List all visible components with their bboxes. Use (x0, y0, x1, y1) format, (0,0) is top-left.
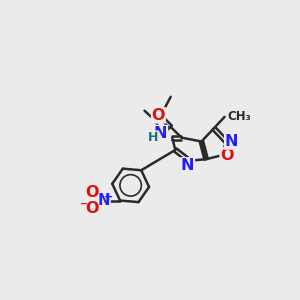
Text: N: N (98, 193, 110, 208)
Text: +: + (104, 192, 113, 202)
Text: H: H (148, 131, 158, 144)
Text: O: O (220, 148, 234, 163)
Text: O: O (85, 184, 98, 200)
Text: N: N (154, 125, 167, 140)
Text: O: O (152, 108, 165, 123)
Text: CH₃: CH₃ (228, 110, 251, 123)
Text: O: O (85, 202, 98, 217)
Text: ⁻: ⁻ (80, 200, 88, 215)
Text: N: N (225, 134, 238, 149)
Text: N: N (181, 158, 194, 173)
